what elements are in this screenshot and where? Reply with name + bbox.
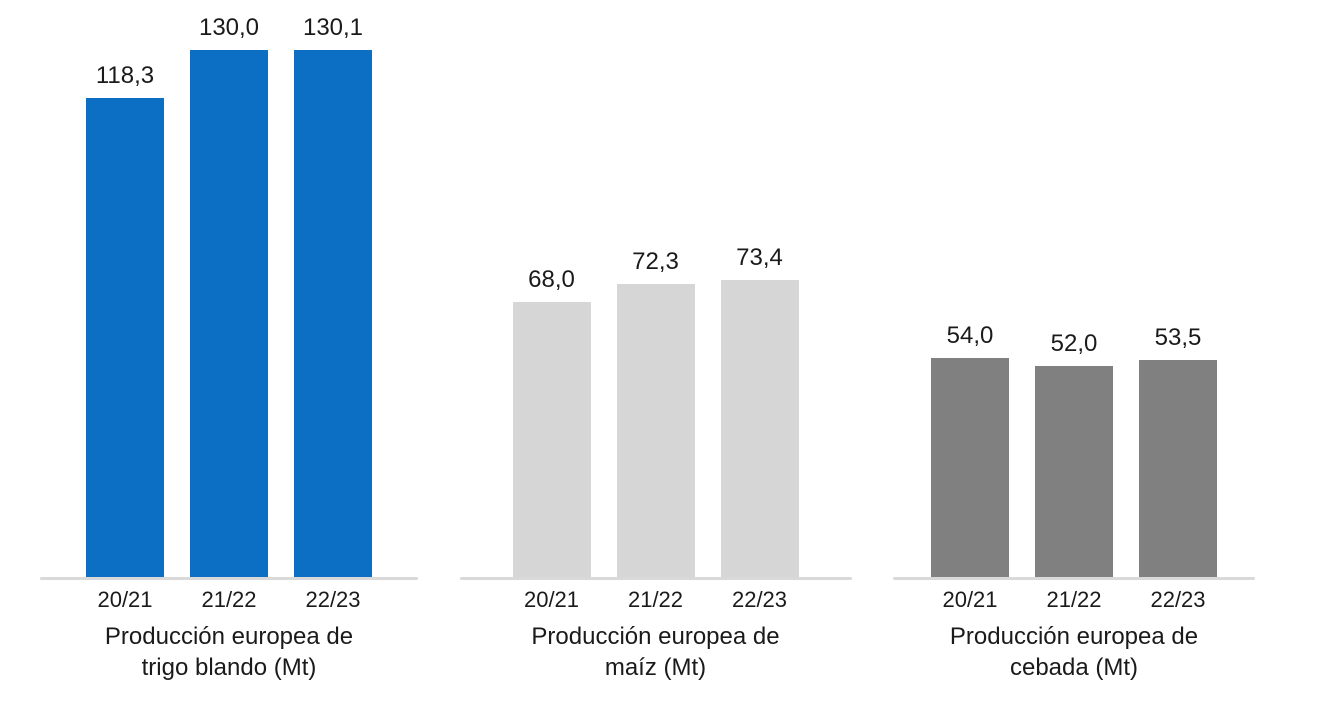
bar-value-label: 118,3	[95, 62, 155, 89]
bar-maiz-22-23	[720, 280, 799, 577]
x-axis-tick-labels: 20/21 21/22 22/23	[460, 587, 852, 613]
chart-title-line-1: Producción europea de	[531, 623, 780, 650]
plot-area-cebada: 54,0 52,0 53,5	[893, 10, 1255, 577]
chart-title-cebada: Producción europea de cebada (Mt)	[950, 621, 1198, 683]
bar-group: 68,0	[512, 266, 591, 577]
bar-trigo-21-22	[190, 50, 268, 577]
bar-group: 130,1	[294, 16, 372, 577]
bar-value-label: 54,0	[946, 322, 994, 349]
tick-label: 22/23	[731, 587, 788, 612]
bar-cebada-22-23	[1139, 360, 1217, 577]
tick-label: 20/21	[523, 587, 580, 612]
bar-trigo-22-23	[294, 50, 372, 577]
bar-value-label: 68,0	[528, 266, 575, 293]
charts-row: 118,3 130,0 130,1 20/21 21/22 22/23 Prod…	[40, 10, 1255, 683]
bar-group: 130,0	[190, 16, 268, 577]
chart-title-line-2: maíz (Mt)	[604, 654, 707, 682]
x-axis-line	[893, 577, 1255, 580]
bar-value-label: 52,0	[1050, 330, 1098, 357]
bar-maiz-20-21	[512, 302, 591, 577]
chart-cebada: 54,0 52,0 53,5 20/21 21/22 22/23 Producc…	[893, 10, 1255, 683]
tick-label: 21/22	[1046, 587, 1102, 612]
chart-maiz: 68,0 72,3 73,4 20/21 21/22 22/23 Producc…	[459, 10, 852, 683]
bar-cebada-20-21	[931, 358, 1009, 577]
x-axis-line	[459, 577, 852, 580]
chart-title-maiz: Producción europea de maíz (Mt)	[531, 621, 779, 683]
bar-value-label: 73,4	[736, 244, 783, 271]
plot-area-trigo: 118,3 130,0 130,1	[40, 10, 418, 577]
tick-label: 20/21	[97, 587, 153, 612]
plot-area-maiz: 68,0 72,3 73,4	[460, 10, 852, 577]
tick-label: 20/21	[942, 587, 998, 612]
bar-group: 118,3	[86, 64, 164, 577]
tick-label: 21/22	[627, 587, 684, 612]
bar-cebada-21-22	[1035, 366, 1113, 577]
tick-label: 22/23	[305, 587, 361, 612]
tick-label: 22/23	[1150, 587, 1206, 612]
bar-value-label: 72,3	[632, 248, 679, 275]
bar-group: 73,4	[720, 244, 799, 577]
chart-title-line-1: Producción europea de	[949, 623, 1199, 650]
bar-group: 72,3	[616, 248, 695, 577]
bar-group: 52,0	[1035, 332, 1113, 577]
tick-label: 21/22	[201, 587, 257, 612]
x-axis-tick-labels: 20/21 21/22 22/23	[40, 587, 418, 613]
bar-value-label: 130,1	[302, 14, 364, 41]
bar-group: 53,5	[1139, 326, 1217, 577]
chart-title-line-1: Producción europea de	[104, 623, 354, 650]
chart-title-line-2: trigo blando (Mt)	[141, 654, 317, 682]
bar-maiz-21-22	[616, 284, 695, 577]
chart-title-line-2: cebada (Mt)	[1009, 654, 1139, 682]
x-axis-tick-labels: 20/21 21/22 22/23	[893, 587, 1255, 613]
bar-value-label: 130,0	[198, 14, 260, 41]
bar-value-label: 53,5	[1154, 324, 1202, 351]
chart-title-trigo: Producción europea de trigo blando (Mt)	[105, 621, 353, 683]
bar-group: 54,0	[931, 324, 1009, 577]
x-axis-line	[40, 577, 418, 580]
chart-trigo-blando: 118,3 130,0 130,1 20/21 21/22 22/23 Prod…	[40, 10, 418, 683]
bar-trigo-20-21	[86, 98, 164, 577]
